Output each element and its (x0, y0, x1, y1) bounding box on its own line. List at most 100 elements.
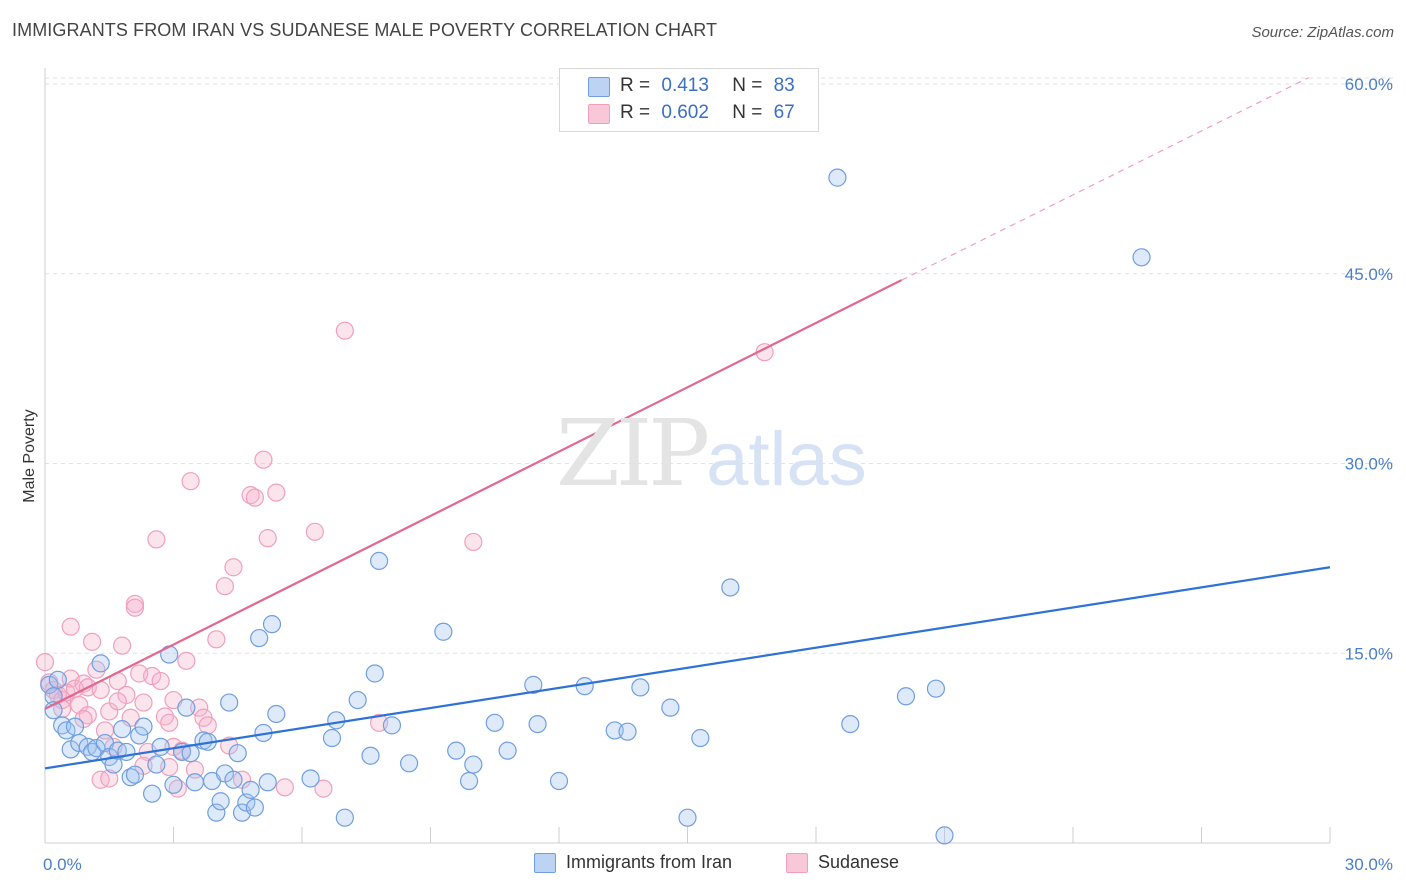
point-iran (498, 741, 517, 760)
legend-r-label: R = (620, 102, 651, 123)
point-iran (117, 742, 136, 762)
point-sudanese (160, 713, 179, 732)
point-iran (70, 733, 89, 753)
point-iran (661, 698, 680, 717)
point-iran (691, 728, 710, 748)
point-iran (382, 716, 402, 735)
point-sudanese (224, 558, 243, 577)
point-sudanese (245, 488, 264, 507)
point-iran (151, 737, 170, 756)
point-sudanese (134, 693, 153, 712)
axes (44, 68, 1331, 844)
legend-r-label: R = (620, 75, 651, 96)
point-sudanese (142, 666, 162, 686)
point-sudanese (198, 716, 217, 735)
x-tick-label: 0.0% (43, 855, 82, 874)
point-iran (841, 714, 860, 734)
watermark-atlas: atlas (706, 417, 867, 502)
y-axis-label: Male Poverty (21, 409, 38, 502)
point-iran (104, 755, 123, 774)
point-iran (485, 713, 504, 732)
point-iran (365, 664, 384, 683)
trend-line-iran (44, 566, 1331, 770)
legend-swatch-iran (588, 77, 610, 97)
point-sudanese (258, 529, 277, 548)
point-iran (528, 714, 547, 734)
point-iran (164, 775, 183, 794)
point-sudanese (112, 636, 132, 655)
data-points (35, 168, 1151, 845)
point-iran (57, 721, 76, 740)
point-iran (241, 780, 260, 799)
point-iran (605, 721, 624, 740)
point-iran (245, 798, 264, 817)
point-sudanese (151, 671, 170, 691)
point-iran (112, 720, 132, 739)
point-iran (48, 670, 67, 689)
point-iran (211, 792, 230, 811)
bottom-legend-swatch-iran (534, 853, 556, 873)
legend-n-label: N = (732, 102, 763, 123)
point-sudanese (100, 769, 119, 788)
legend-n-label: N = (732, 75, 763, 96)
point-iran (224, 770, 243, 789)
point-iran (434, 622, 453, 641)
point-iran (524, 675, 543, 694)
point-iran (348, 690, 367, 710)
point-sudanese (181, 472, 200, 491)
point-sudanese (177, 651, 196, 670)
point-iran (327, 711, 346, 730)
point-iran (134, 717, 153, 736)
y-tick-label: 45.0% (1345, 265, 1393, 284)
point-iran (464, 755, 483, 774)
point-iran (926, 679, 946, 698)
y-tick-label: 60.0% (1345, 75, 1393, 94)
point-sudanese (275, 778, 294, 797)
y-tick-label: 30.0% (1345, 455, 1393, 474)
point-sudanese (190, 698, 209, 717)
trend-line-sudanese-extrapolated (901, 77, 1309, 281)
trend-lines (44, 77, 1331, 770)
point-sudanese (83, 632, 102, 651)
point-iran (335, 808, 354, 827)
point-iran (258, 773, 277, 792)
point-sudanese (215, 577, 234, 596)
legend-r-value-sudanese: 0.602 (661, 102, 709, 123)
point-sudanese (207, 630, 226, 649)
point-iran (142, 784, 162, 803)
point-iran (177, 698, 196, 717)
point-iran (361, 746, 380, 765)
point-iran (322, 728, 342, 748)
correlation-legend: R = 0.413 N = 83 R = 0.602 N = 67 (559, 68, 819, 132)
source-label: Source: ZipAtlas.com (1251, 24, 1394, 41)
point-iran (185, 773, 205, 792)
bottom-legend-label-iran: Immigrants from Iran (566, 852, 733, 872)
point-sudanese (335, 321, 354, 340)
point-sudanese (464, 532, 483, 552)
watermark: ZIPatlas (556, 400, 867, 507)
point-sudanese (61, 617, 80, 636)
point-iran (262, 615, 282, 634)
x-tick-label: 30.0% (1345, 855, 1393, 874)
legend-swatch-sudanese (588, 104, 610, 124)
point-sudanese (125, 598, 145, 617)
point-sudanese (147, 530, 166, 549)
y-tick-label: 15.0% (1345, 644, 1393, 663)
point-iran (40, 675, 59, 694)
point-iran (301, 769, 320, 788)
tick-labels: 15.0% 30.0% 45.0% 60.0% 0.0% 30.0% (43, 75, 1393, 874)
point-sudanese (35, 653, 55, 672)
point-iran (267, 704, 286, 724)
trend-line-sudanese (44, 279, 903, 710)
point-iran (370, 551, 389, 571)
point-iran (549, 771, 569, 791)
bottom-legend-label-sudanese: Sudanese (818, 852, 900, 872)
point-iran (618, 722, 637, 741)
point-iran (130, 726, 149, 745)
point-iran (459, 771, 479, 791)
point-iran (678, 808, 697, 827)
point-iran (399, 754, 419, 773)
legend-n-value-sudanese: 67 (773, 102, 795, 123)
point-sudanese (108, 692, 127, 711)
point-sudanese (314, 779, 333, 798)
